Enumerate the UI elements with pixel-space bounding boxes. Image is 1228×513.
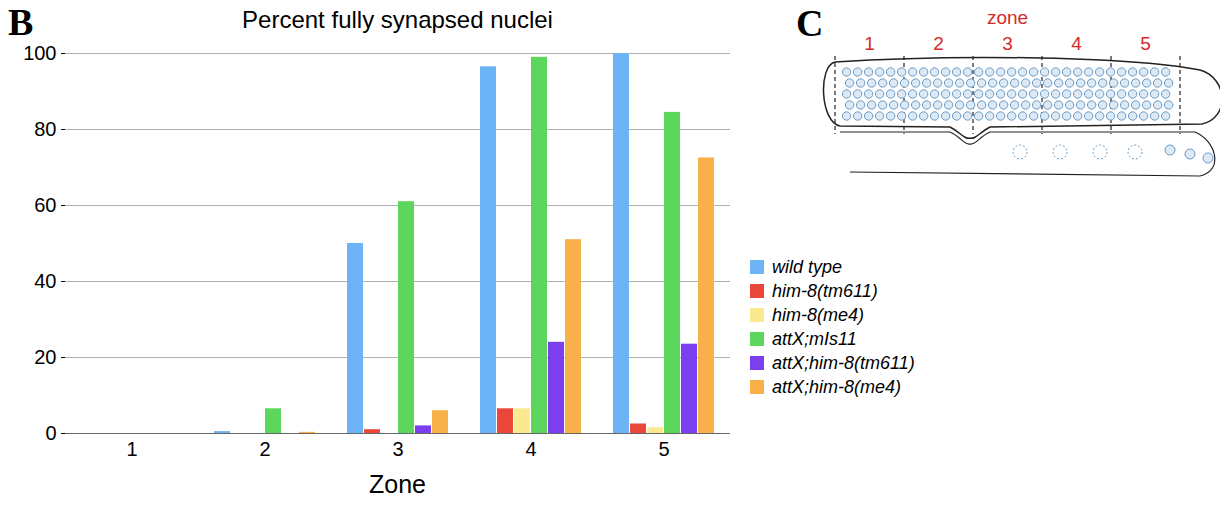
html-text:attX;him-8(tm611): attX;him-8(tm611) [772,352,915,373]
svg-text:2: 2 [933,33,944,54]
html-text:B: B [8,1,34,43]
svg-text:4: 4 [1071,33,1082,54]
svg-text:C: C [796,2,823,44]
html-text:him-8(me4): him-8(me4) [772,304,864,325]
svg-text:5: 5 [658,438,669,460]
svg-text:3: 3 [392,438,403,460]
svg-text:1: 1 [864,33,875,54]
svg-text:zone: zone [987,7,1028,28]
html-text:wild type: wild type [772,256,842,277]
svg-text:1: 1 [126,438,137,460]
html-text:attX;mIs11: attX;mIs11 [772,328,857,349]
svg-text:40: 40 [34,270,56,292]
svg-text:3: 3 [1002,33,1013,54]
svg-text:20: 20 [34,346,56,368]
svg-text:5: 5 [1140,33,1151,54]
html-text:him-8(tm611): him-8(tm611) [772,280,878,301]
svg-text:60: 60 [34,194,56,216]
html-text:attX;him-8(me4): attX;him-8(me4) [772,376,901,397]
html-text:Percent fully synapsed nuclei: Percent fully synapsed nuclei [242,6,553,33]
svg-text:80: 80 [34,118,56,140]
html-text:Zone: Zone [369,470,426,498]
svg-text:2: 2 [259,438,270,460]
svg-text:0: 0 [45,422,56,444]
svg-text:100: 100 [23,42,56,64]
svg-text:4: 4 [525,438,536,460]
